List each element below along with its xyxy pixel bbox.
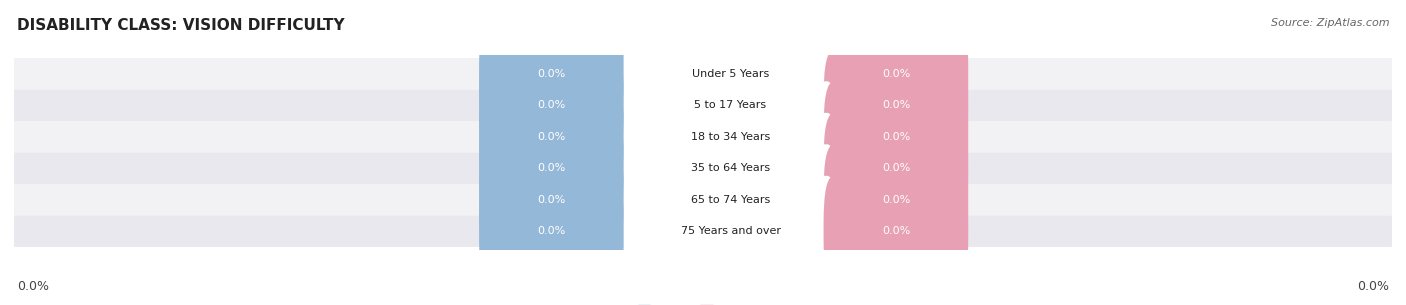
Text: 0.0%: 0.0% bbox=[17, 280, 49, 293]
FancyBboxPatch shape bbox=[479, 113, 624, 224]
FancyBboxPatch shape bbox=[824, 176, 969, 287]
Text: 0.0%: 0.0% bbox=[537, 100, 565, 110]
Text: 18 to 34 Years: 18 to 34 Years bbox=[690, 132, 770, 142]
FancyBboxPatch shape bbox=[824, 18, 969, 129]
FancyBboxPatch shape bbox=[624, 18, 838, 129]
FancyBboxPatch shape bbox=[479, 50, 624, 161]
FancyBboxPatch shape bbox=[479, 144, 624, 255]
Text: 0.0%: 0.0% bbox=[537, 163, 565, 173]
Text: 0.0%: 0.0% bbox=[882, 195, 910, 205]
FancyBboxPatch shape bbox=[624, 81, 838, 192]
Text: 5 to 17 Years: 5 to 17 Years bbox=[695, 100, 766, 110]
Text: 35 to 64 Years: 35 to 64 Years bbox=[690, 163, 770, 173]
Text: 0.0%: 0.0% bbox=[537, 132, 565, 142]
FancyBboxPatch shape bbox=[14, 90, 1392, 121]
Text: 0.0%: 0.0% bbox=[1357, 280, 1389, 293]
FancyBboxPatch shape bbox=[624, 144, 838, 255]
FancyBboxPatch shape bbox=[14, 215, 1392, 247]
FancyBboxPatch shape bbox=[624, 113, 838, 224]
Text: DISABILITY CLASS: VISION DIFFICULTY: DISABILITY CLASS: VISION DIFFICULTY bbox=[17, 18, 344, 33]
FancyBboxPatch shape bbox=[824, 144, 969, 255]
Text: 0.0%: 0.0% bbox=[882, 163, 910, 173]
Text: Source: ZipAtlas.com: Source: ZipAtlas.com bbox=[1271, 18, 1389, 28]
Text: 75 Years and over: 75 Years and over bbox=[681, 226, 780, 236]
FancyBboxPatch shape bbox=[824, 50, 969, 161]
Text: 0.0%: 0.0% bbox=[537, 195, 565, 205]
Text: 0.0%: 0.0% bbox=[882, 226, 910, 236]
FancyBboxPatch shape bbox=[14, 184, 1392, 215]
Text: 0.0%: 0.0% bbox=[537, 69, 565, 79]
FancyBboxPatch shape bbox=[624, 50, 838, 161]
Text: 65 to 74 Years: 65 to 74 Years bbox=[690, 195, 770, 205]
FancyBboxPatch shape bbox=[479, 176, 624, 287]
Text: 0.0%: 0.0% bbox=[537, 226, 565, 236]
FancyBboxPatch shape bbox=[14, 152, 1392, 184]
FancyBboxPatch shape bbox=[824, 81, 969, 192]
FancyBboxPatch shape bbox=[824, 113, 969, 224]
FancyBboxPatch shape bbox=[479, 18, 624, 129]
Text: Under 5 Years: Under 5 Years bbox=[692, 69, 769, 79]
FancyBboxPatch shape bbox=[14, 58, 1392, 90]
FancyBboxPatch shape bbox=[14, 121, 1392, 152]
Text: 0.0%: 0.0% bbox=[882, 69, 910, 79]
FancyBboxPatch shape bbox=[624, 176, 838, 287]
Text: 0.0%: 0.0% bbox=[882, 132, 910, 142]
FancyBboxPatch shape bbox=[479, 81, 624, 192]
Text: 0.0%: 0.0% bbox=[882, 100, 910, 110]
